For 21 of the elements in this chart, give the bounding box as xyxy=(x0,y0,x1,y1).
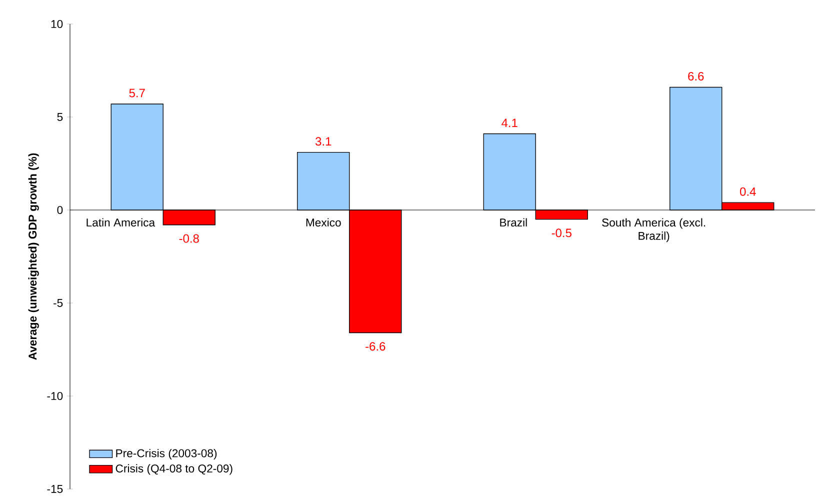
y-tick-label: 10 xyxy=(51,20,63,28)
x-tick-label: Latin America xyxy=(86,218,156,227)
y-tick-label: -5 xyxy=(54,299,63,308)
x-tick-label: Brazil xyxy=(500,218,527,227)
y-axis-title: Average (unweighted) GDP growth (%) xyxy=(28,154,39,360)
y-tick-label: -10 xyxy=(47,392,63,400)
legend-label: Crisis (Q4-08 to Q2-09) xyxy=(116,464,232,475)
y-tick-label: -15 xyxy=(47,485,63,494)
data-label: -0.8 xyxy=(179,234,199,243)
data-label: -0.5 xyxy=(552,228,572,238)
y-tick-label: 5 xyxy=(57,113,63,122)
data-label: 4.1 xyxy=(502,118,518,128)
y-tick-label: 0 xyxy=(57,206,63,214)
data-label: 3.1 xyxy=(315,137,332,146)
data-label: 0.4 xyxy=(740,187,756,196)
legend-label: Pre-Crisis (2003-08) xyxy=(116,449,217,460)
data-label: 5.7 xyxy=(129,89,145,98)
x-tick-label: Mexico xyxy=(306,218,341,227)
data-label: -6.6 xyxy=(366,342,386,351)
data-label: 6.6 xyxy=(688,72,704,81)
x-tick-label: South America (excl. Brazil) xyxy=(602,218,706,242)
